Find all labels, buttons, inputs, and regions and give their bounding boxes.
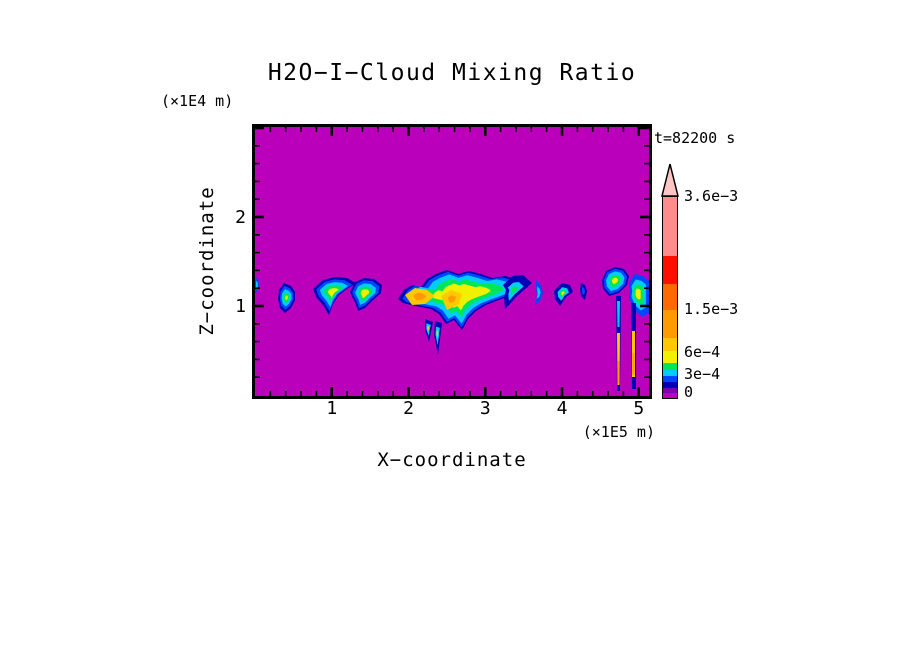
x-tick-label: 2 bbox=[403, 398, 414, 419]
colorbar-segment-yellow bbox=[663, 351, 677, 363]
plot-title: H2O−I−Cloud Mixing Ratio bbox=[267, 60, 637, 86]
time-annotation: t=82200 s bbox=[654, 129, 736, 147]
colorbar-segment-darkorange bbox=[663, 284, 677, 310]
x-axis-unit-label: (×1E5 m) bbox=[582, 423, 655, 441]
cloud-chevron-1 bbox=[360, 289, 370, 299]
x-tick-label: 1 bbox=[326, 398, 338, 419]
plot-background bbox=[255, 127, 649, 396]
cloud-arrow-1 bbox=[327, 288, 339, 298]
colorbar-segment-salmon bbox=[663, 197, 677, 256]
colorbar-tick-label: 3e−4 bbox=[684, 365, 721, 383]
fall-streak-2 bbox=[632, 353, 635, 375]
cloud-virga-spike-2 bbox=[436, 330, 439, 339]
cloud-left-edge-sliver bbox=[256, 281, 258, 289]
x-tick-label: 5 bbox=[633, 398, 645, 419]
cloud-gold-patch-1 bbox=[413, 292, 427, 301]
x-tick-label: 4 bbox=[556, 398, 568, 419]
colorbar-segment-magenta bbox=[663, 393, 677, 398]
cloud-chevron-2 bbox=[507, 282, 524, 301]
colorbar-segment-cyan bbox=[663, 370, 677, 376]
cloud-crescent-2 bbox=[536, 286, 541, 299]
y-axis-unit-label: (×1E4 m) bbox=[161, 92, 234, 110]
colorbar-arrow-icon bbox=[661, 163, 679, 197]
cloud-main-anvil bbox=[432, 283, 491, 311]
plot-area bbox=[252, 124, 652, 399]
x-tick-label: 3 bbox=[479, 398, 491, 419]
plot-canvas bbox=[255, 126, 649, 396]
cloud-chevron-2 bbox=[503, 275, 532, 309]
colorbar-tick-label: 6e−4 bbox=[684, 343, 721, 361]
y-axis-title: Z−coordinate bbox=[196, 186, 218, 336]
colorbar-segment-orange bbox=[663, 310, 677, 338]
colorbar-segment-red bbox=[663, 256, 677, 284]
cloud-right-complex-a bbox=[612, 277, 618, 285]
colorbar-segment-navy bbox=[663, 382, 677, 388]
y-tick-label: 2 bbox=[235, 207, 246, 228]
cloud-chevron-3 bbox=[561, 291, 565, 296]
colorbar-segment-green bbox=[663, 363, 677, 370]
colorbar-segment-gold bbox=[663, 338, 677, 351]
x-axis-title: X−coordinate bbox=[377, 449, 527, 471]
fall-streak-1 bbox=[617, 361, 620, 383]
cloud-crescent-1 bbox=[285, 295, 288, 301]
colorbar bbox=[662, 196, 678, 399]
colorbar-segment-purple bbox=[663, 388, 677, 393]
colorbar-segment-blue bbox=[663, 376, 677, 382]
cloud-gold-patch-2 bbox=[447, 295, 456, 304]
cloud-chevron-2 bbox=[510, 286, 519, 296]
colorbar-tick-label: 1.5e−3 bbox=[684, 300, 739, 318]
y-tick-label: 1 bbox=[235, 296, 246, 317]
colorbar-tick-label: 0 bbox=[684, 383, 694, 401]
cloud-virga-spike-1 bbox=[427, 325, 430, 332]
colorbar-tick-label: 3.6e−3 bbox=[684, 187, 739, 205]
fall-streak-1 bbox=[617, 301, 620, 327]
cloud-sliver-2 bbox=[581, 286, 586, 296]
cloud-right-complex-b bbox=[635, 288, 641, 300]
